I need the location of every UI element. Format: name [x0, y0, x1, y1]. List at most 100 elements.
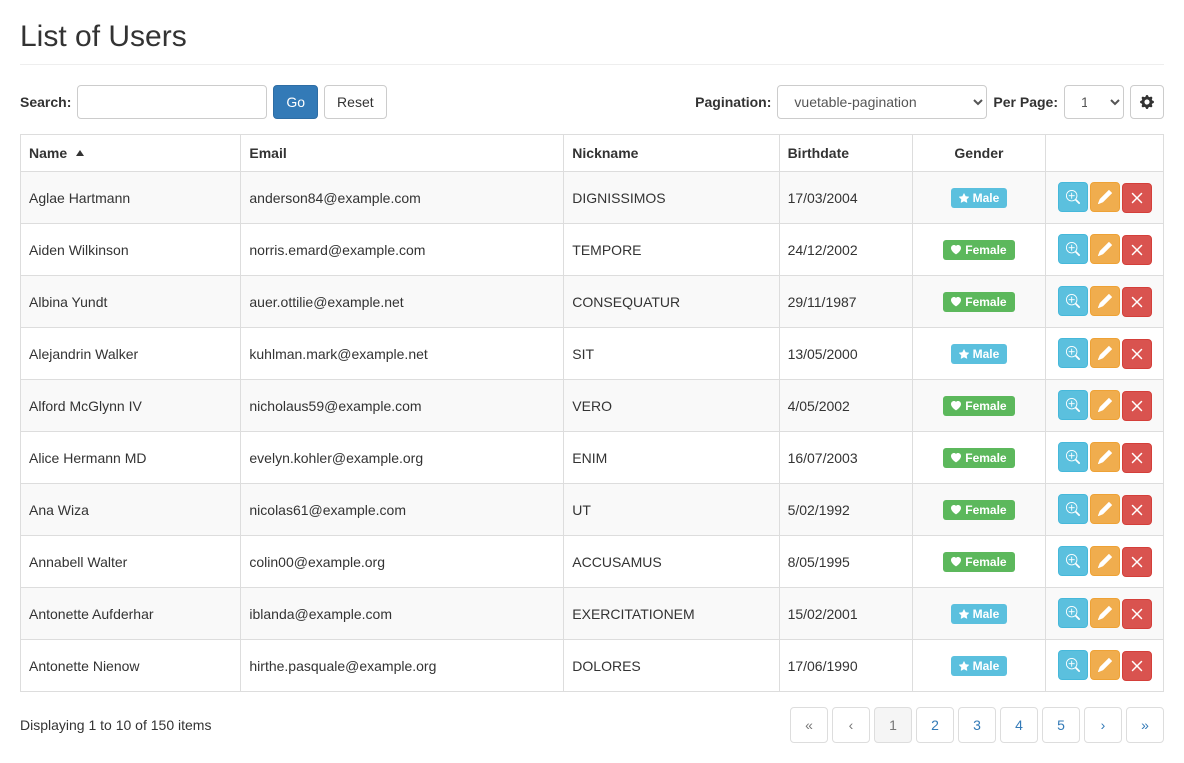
search-group: Search: Go Reset: [20, 85, 387, 119]
reset-button[interactable]: Reset: [324, 85, 387, 119]
view-button[interactable]: [1058, 286, 1088, 316]
column-header-birthdate[interactable]: Birthdate: [779, 135, 912, 172]
settings-button[interactable]: [1130, 85, 1164, 119]
cell-gender: Male: [912, 588, 1045, 640]
page-3[interactable]: 3: [958, 707, 996, 743]
search-label: Search:: [20, 94, 71, 110]
page-first[interactable]: «: [790, 707, 828, 743]
cell-email: kuhlman.mark@example.net: [241, 328, 564, 380]
cell-nickname: SIT: [564, 328, 779, 380]
delete-button[interactable]: [1122, 391, 1152, 421]
edit-button[interactable]: [1090, 338, 1120, 368]
page-next[interactable]: ›: [1084, 707, 1122, 743]
cell-actions: [1046, 172, 1164, 224]
cell-email: evelyn.kohler@example.org: [241, 432, 564, 484]
delete-button[interactable]: [1122, 651, 1152, 681]
pencil-icon: [1098, 606, 1112, 620]
cell-gender: Female: [912, 536, 1045, 588]
table-row: Aglae Hartmannanderson84@example.comDIGN…: [21, 172, 1164, 224]
view-button[interactable]: [1058, 234, 1088, 264]
view-button[interactable]: [1058, 442, 1088, 472]
gender-text: Female: [965, 503, 1006, 517]
delete-button[interactable]: [1122, 339, 1152, 369]
delete-button[interactable]: [1122, 599, 1152, 629]
cell-birthdate: 13/05/2000: [779, 328, 912, 380]
gear-icon: [1140, 95, 1154, 109]
heart-icon: [951, 401, 961, 411]
cell-actions: [1046, 588, 1164, 640]
cell-actions: [1046, 432, 1164, 484]
column-header-name[interactable]: Name: [21, 135, 241, 172]
edit-button[interactable]: [1090, 546, 1120, 576]
pagination-select[interactable]: vuetable-paginationvuetable-pagination-d…: [777, 85, 987, 119]
remove-icon: [1131, 556, 1143, 568]
view-button[interactable]: [1058, 182, 1088, 212]
star-icon: [959, 609, 969, 619]
remove-icon: [1131, 296, 1143, 308]
edit-button[interactable]: [1090, 442, 1120, 472]
cell-nickname: UT: [564, 484, 779, 536]
view-button[interactable]: [1058, 390, 1088, 420]
right-controls: Pagination: vuetable-paginationvuetable-…: [695, 85, 1164, 119]
gender-text: Female: [965, 295, 1006, 309]
page-1[interactable]: 1: [874, 707, 912, 743]
edit-button[interactable]: [1090, 286, 1120, 316]
delete-button[interactable]: [1122, 235, 1152, 265]
heart-icon: [951, 557, 961, 567]
gender-text: Female: [965, 451, 1006, 465]
zoom-in-icon: [1066, 398, 1080, 412]
table-row: Alejandrin Walkerkuhlman.mark@example.ne…: [21, 328, 1164, 380]
edit-button[interactable]: [1090, 234, 1120, 264]
remove-icon: [1131, 608, 1143, 620]
cell-birthdate: 17/06/1990: [779, 640, 912, 692]
cell-name: Alejandrin Walker: [21, 328, 241, 380]
divider: [20, 64, 1164, 65]
delete-button[interactable]: [1122, 495, 1152, 525]
pencil-icon: [1098, 502, 1112, 516]
column-header-nickname[interactable]: Nickname: [564, 135, 779, 172]
page-4[interactable]: 4: [1000, 707, 1038, 743]
view-button[interactable]: [1058, 598, 1088, 628]
view-button[interactable]: [1058, 338, 1088, 368]
view-button[interactable]: [1058, 494, 1088, 524]
cell-name: Aiden Wilkinson: [21, 224, 241, 276]
gender-badge: Female: [943, 292, 1014, 312]
cell-birthdate: 5/02/1992: [779, 484, 912, 536]
heart-icon: [951, 245, 961, 255]
cell-gender: Male: [912, 328, 1045, 380]
view-button[interactable]: [1058, 546, 1088, 576]
edit-button[interactable]: [1090, 494, 1120, 524]
delete-button[interactable]: [1122, 287, 1152, 317]
gender-text: Male: [973, 607, 1000, 621]
delete-button[interactable]: [1122, 443, 1152, 473]
delete-button[interactable]: [1122, 183, 1152, 213]
page-2[interactable]: 2: [916, 707, 954, 743]
cell-gender: Female: [912, 276, 1045, 328]
per-page-label: Per Page:: [993, 94, 1058, 110]
edit-button[interactable]: [1090, 390, 1120, 420]
view-button[interactable]: [1058, 650, 1088, 680]
cell-email: anderson84@example.com: [241, 172, 564, 224]
gender-badge: Female: [943, 448, 1014, 468]
cell-birthdate: 15/02/2001: [779, 588, 912, 640]
delete-button[interactable]: [1122, 547, 1152, 577]
gender-badge: Male: [951, 656, 1008, 676]
cell-birthdate: 16/07/2003: [779, 432, 912, 484]
cell-gender: Female: [912, 432, 1045, 484]
page-last[interactable]: »: [1126, 707, 1164, 743]
page-prev[interactable]: ‹: [832, 707, 870, 743]
go-button[interactable]: Go: [273, 85, 318, 119]
page-5[interactable]: 5: [1042, 707, 1080, 743]
edit-button[interactable]: [1090, 598, 1120, 628]
column-header-email[interactable]: Email: [241, 135, 564, 172]
table-row: Ana Wizanicolas61@example.comUT5/02/1992…: [21, 484, 1164, 536]
per-page-select[interactable]: 10152025: [1064, 85, 1124, 119]
cell-gender: Female: [912, 484, 1045, 536]
search-input[interactable]: [77, 85, 267, 119]
column-header-gender[interactable]: Gender: [912, 135, 1045, 172]
edit-button[interactable]: [1090, 650, 1120, 680]
gender-text: Male: [973, 347, 1000, 361]
pagination: «‹12345›»: [790, 707, 1164, 743]
edit-button[interactable]: [1090, 182, 1120, 212]
gender-text: Male: [973, 191, 1000, 205]
